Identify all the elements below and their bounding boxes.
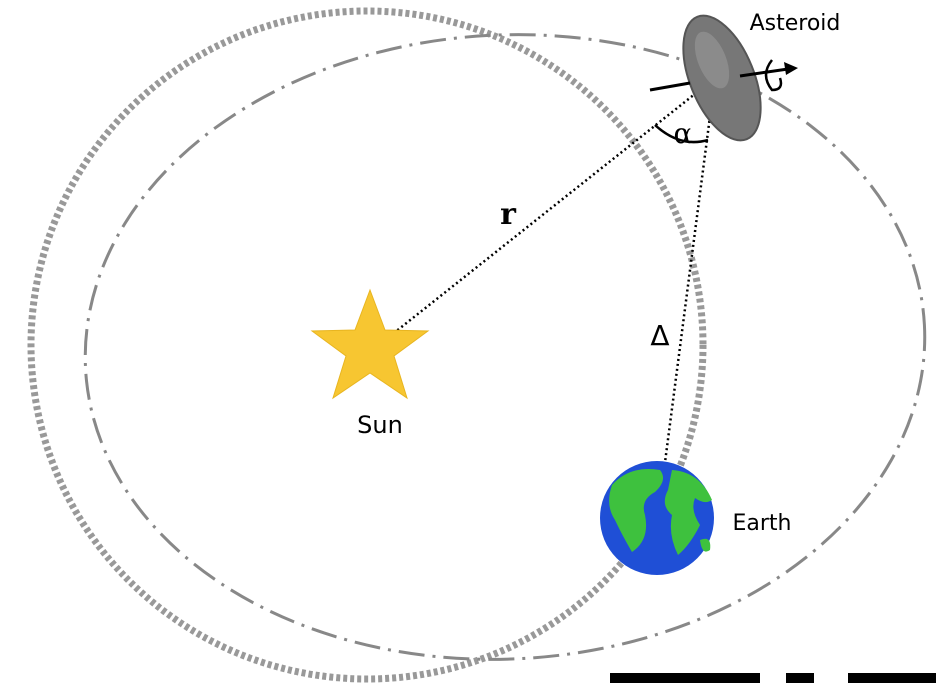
rotation-axis — [739, 67, 789, 78]
asteroid-highlight — [694, 31, 730, 89]
earth-orbit — [27, 7, 707, 683]
delta-label: Δ — [650, 319, 669, 352]
angle-arc — [654, 124, 709, 144]
sun — [310, 288, 430, 400]
r-label: r — [500, 197, 517, 232]
sun-asteroid-line — [369, 77, 716, 353]
continent — [700, 538, 711, 552]
earth-asteroid-line — [662, 77, 717, 471]
continent — [664, 470, 712, 555]
bar — [848, 673, 936, 683]
alpha-label: α — [674, 117, 693, 150]
asteroid-label: Asteroid — [750, 11, 841, 36]
rotation-axis — [649, 81, 691, 92]
bar — [786, 673, 814, 683]
asteroid-orbit — [83, 33, 927, 661]
sun-label: Sun — [357, 411, 403, 439]
spin-arrow — [764, 59, 783, 92]
arrow-head — [784, 62, 798, 75]
continent — [609, 469, 664, 552]
bar — [610, 673, 760, 683]
earth-label: Earth — [733, 511, 792, 536]
